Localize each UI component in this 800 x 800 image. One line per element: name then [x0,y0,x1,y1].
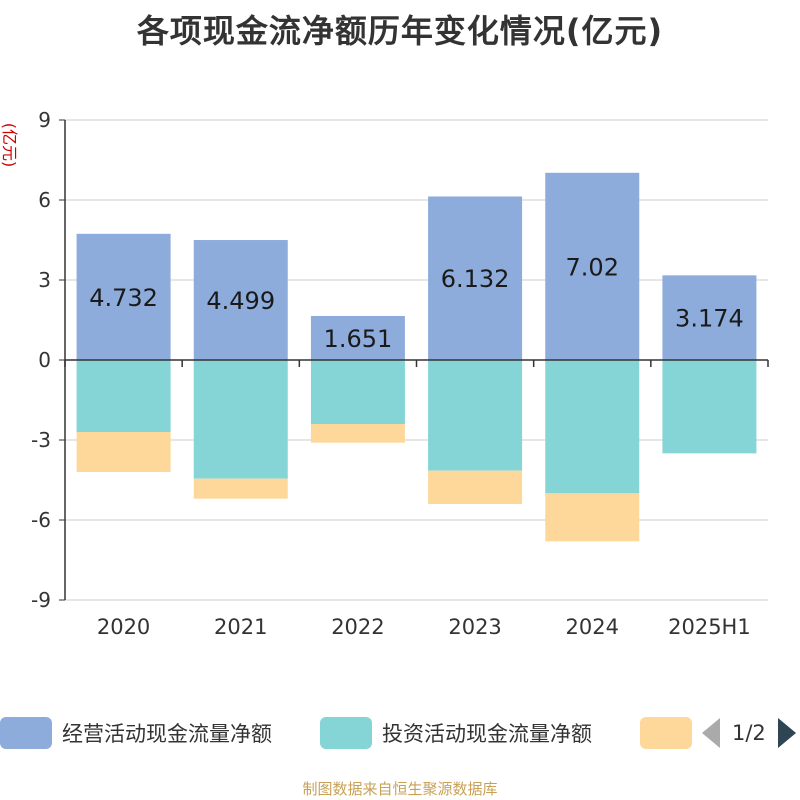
legend-swatch-operating [0,717,52,749]
bar-segment [193,360,288,479]
x-tick-label: 2024 [566,615,619,639]
bar-value-label: 6.132 [441,265,510,293]
y-tick-label: -9 [31,588,51,612]
y-tick-label: -6 [31,508,51,532]
chart-title: 各项现金流净额历年变化情况(亿元) [136,12,664,50]
y-tick-label: 0 [38,348,51,372]
legend-prev-page-icon[interactable] [702,718,720,748]
bar-segment [662,360,757,454]
bar-segment [76,360,171,432]
x-tick-label: 2021 [214,615,267,639]
bar-segment [428,196,523,360]
x-tick-label: 2023 [448,615,501,639]
bar-segment [310,424,405,443]
bar-segment [428,360,523,471]
x-tick-label: 2025H1 [668,615,751,639]
y-tick-label: -3 [31,428,51,452]
bar-segment [193,478,288,499]
legend-item-operating[interactable]: 经营活动现金流量净额 [0,716,272,750]
bar-segment [193,240,288,360]
legend-pager: 1/2 [702,716,796,750]
bar-segment [545,360,640,494]
bar-segment [76,432,171,472]
legend-item-investing[interactable]: 投资活动现金流量净额 [320,716,592,750]
bar-segment [545,172,640,360]
x-tick-label: 2022 [331,615,384,639]
legend-swatch-investing [320,717,372,749]
x-tick-label: 2020 [97,615,150,639]
bar-value-label: 4.499 [206,287,275,315]
y-tick-label: 3 [38,268,51,292]
legend-label-operating: 经营活动现金流量净额 [62,722,272,746]
legend-label-investing: 投资活动现金流量净额 [382,722,592,746]
y-tick-label: 9 [38,108,51,132]
bar-segment [545,493,640,542]
bar-value-label: 3.174 [675,305,744,333]
bar-value-label: 7.02 [566,253,619,281]
bar-value-label: 1.651 [324,325,393,353]
bar-segment [662,275,757,360]
bar-value-label: 4.732 [89,284,158,312]
legend-page-indicator: 1/2 [732,721,766,745]
bar-segment [76,233,171,360]
legend-swatch-financing [640,717,692,749]
data-source-note: 制图数据来自恒生聚源数据库 [302,780,498,798]
y-unit-label: (亿元) [0,123,19,168]
bar-segment [428,470,523,504]
legend-next-page-icon[interactable] [777,718,796,748]
y-tick-label: 6 [38,188,51,212]
bar-segment [310,315,405,360]
legend-item-financing[interactable] [640,716,692,750]
bar-segment [310,360,405,424]
bar-chart: -9 -6 -3 0 3 6 9 (亿元) 4.732 2020 4.499 2021 1.651 202… [0,108,769,639]
chart-legend: 经营活动现金流量净额 投资活动现金流量净额 1/2 [0,716,800,756]
